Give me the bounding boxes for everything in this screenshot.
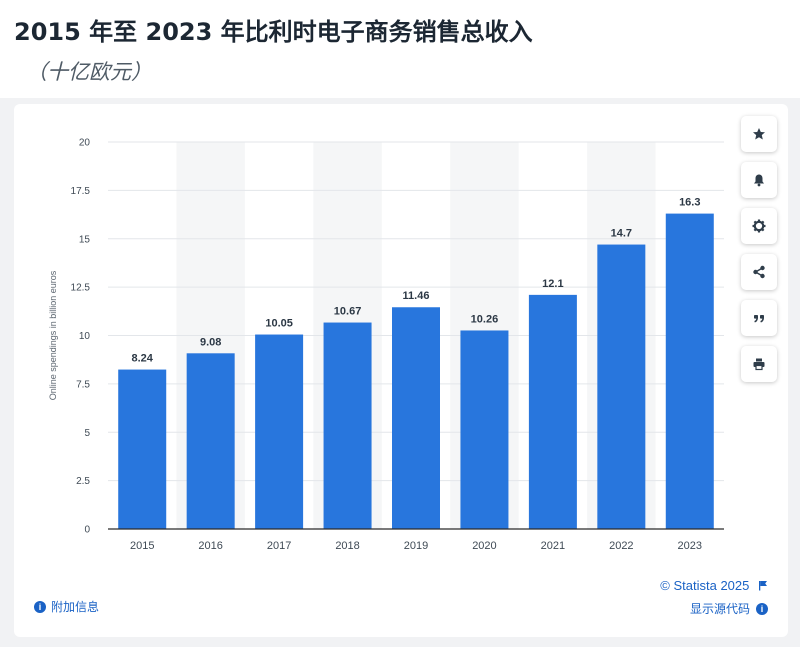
gear-icon [752, 219, 766, 233]
show-source-label: 显示源代码 [689, 602, 750, 616]
bar [528, 294, 577, 529]
bar-value-label: 12.1 [542, 278, 563, 290]
bar-value-label: 16.3 [679, 197, 700, 209]
cite-button[interactable] [741, 300, 777, 336]
share-button[interactable] [741, 254, 777, 290]
flag-icon [759, 581, 767, 591]
bar [597, 244, 646, 529]
bar-value-label: 14.7 [611, 228, 632, 240]
chart-toolbar [741, 116, 777, 392]
notification-button[interactable] [741, 162, 777, 198]
additional-info-link[interactable]: i 附加信息 [34, 598, 99, 615]
y-tick-label: 5 [84, 428, 90, 439]
print-button[interactable] [741, 346, 777, 382]
x-tick-label: 2015 [130, 540, 154, 552]
bar-value-label: 10.05 [265, 318, 293, 330]
y-tick-label: 0 [84, 525, 90, 536]
info-icon: i [756, 602, 768, 615]
share-icon [753, 265, 765, 279]
y-tick-label: 20 [79, 138, 91, 149]
y-tick-label: 12.5 [71, 283, 91, 294]
statista-credit[interactable]: © Statista 2025 [660, 578, 768, 593]
bar [392, 307, 440, 529]
bar [665, 213, 714, 529]
bar [460, 330, 509, 529]
bar-value-label: 10.26 [471, 313, 499, 325]
header: 2015 年至 2023 年比利时电子商务销售总收入 （十亿欧元） [0, 0, 800, 98]
chart-card: 0 2.5 5 7.5 10 12.5 15 17.5 20 8.24 2015 9.08 2016 10… [14, 104, 788, 637]
x-tick-label: 2018 [335, 540, 359, 552]
bell-icon [754, 174, 764, 187]
x-tick-label: 2023 [678, 540, 702, 552]
x-tick-label: 2019 [404, 540, 428, 552]
info-icon: i [34, 600, 46, 613]
bar-chart: 0 2.5 5 7.5 10 12.5 15 17.5 20 8.24 2015 9.08 2016 10… [48, 138, 724, 552]
bar-value-label: 9.08 [200, 336, 221, 348]
y-tick-label: 15 [79, 234, 91, 245]
bar-value-label: 11.46 [403, 290, 430, 302]
y-tick-label: 2.5 [76, 476, 90, 487]
print-icon [753, 358, 765, 371]
page-title: 2015 年至 2023 年比利时电子商务销售总收入 [14, 18, 533, 46]
show-source-link[interactable]: 显示源代码 i [690, 600, 768, 617]
x-tick-label: 2016 [198, 540, 222, 552]
bar-value-label: 10.67 [334, 306, 362, 318]
bar [118, 369, 167, 529]
y-tick-label: 17.5 [71, 186, 91, 197]
additional-info-label: 附加信息 [51, 600, 100, 614]
y-tick-label: 10 [79, 331, 91, 342]
bar [323, 322, 372, 529]
bar [255, 334, 304, 529]
x-tick-label: 2022 [609, 540, 633, 552]
favorite-button[interactable] [741, 116, 777, 152]
x-tick-label: 2017 [267, 540, 291, 552]
y-axis-label: Online spendings in billion euros [48, 270, 58, 400]
settings-button[interactable] [741, 208, 777, 244]
x-tick-label: 2021 [541, 540, 565, 552]
y-tick-label: 7.5 [76, 379, 90, 390]
bar-value-label: 8.24 [132, 353, 154, 365]
star-icon [753, 128, 765, 140]
quote-icon [754, 315, 764, 323]
x-tick-label: 2020 [472, 540, 496, 552]
statista-copyright: © Statista 2025 [660, 578, 750, 593]
page-subtitle: （十亿欧元） [26, 60, 152, 84]
bar [186, 353, 235, 529]
